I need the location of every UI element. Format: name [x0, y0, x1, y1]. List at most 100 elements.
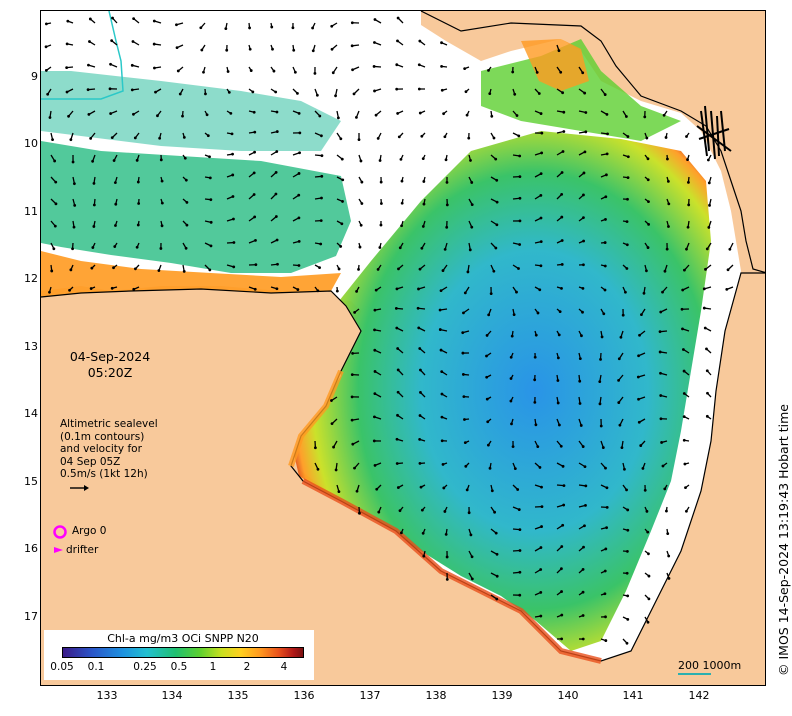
velocity-arrow-head: [66, 19, 70, 23]
velocity-arrow-head: [274, 215, 278, 218]
arafura-coastal-high: [41, 251, 341, 297]
velocity-arrow-head: [560, 613, 564, 617]
timestamp-time: 05:20Z: [87, 365, 133, 380]
velocity-arrow-head: [54, 180, 58, 184]
velocity-arrow-head: [468, 248, 472, 252]
velocity-arrow-head: [395, 63, 399, 67]
velocity-arrow-head: [318, 114, 322, 118]
velocity-arrow-head: [44, 69, 48, 72]
velocity-arrow-head: [624, 115, 628, 118]
velocity-arrow-head: [559, 444, 563, 448]
velocity-arrow-head: [494, 246, 498, 250]
velocity-arrow-head: [378, 246, 382, 249]
velocity-arrow-head: [200, 48, 204, 52]
velocity-arrow-head: [422, 202, 426, 206]
velocity-arrow-head: [623, 467, 626, 471]
velocity-arrow-head: [579, 424, 583, 427]
velocity-arrow-head: [48, 290, 51, 294]
velocity-arrow-head: [205, 113, 209, 117]
velocity-arrow-head: [562, 503, 566, 507]
velocity-arrow-head: [495, 200, 499, 204]
y-tick-label: 13: [24, 340, 38, 353]
velocity-arrow-head: [584, 130, 588, 134]
velocity-arrow-head: [562, 110, 566, 114]
velocity-arrow-head: [360, 180, 364, 184]
velocity-arrow-head: [536, 311, 540, 315]
velocity-arrow-head: [445, 203, 449, 207]
velocity-arrow-head: [339, 137, 343, 141]
velocity-arrow-head: [618, 423, 622, 427]
velocity-arrow-head: [418, 462, 422, 465]
velocity-arrow-head: [224, 27, 228, 31]
velocity-arrow-head: [702, 287, 706, 291]
velocity-arrow-head: [160, 224, 164, 228]
velocity-arrow-head: [686, 158, 689, 162]
velocity-arrow-head: [518, 154, 522, 158]
colorbar: [62, 647, 304, 658]
velocity-arrow-head: [625, 571, 629, 575]
velocity-arrow-head: [418, 39, 422, 43]
velocity-arrow-head: [539, 240, 543, 244]
velocity-arrow-head: [417, 63, 421, 67]
velocity-arrow-head: [518, 175, 522, 179]
velocity-arrow-head: [68, 288, 71, 292]
velocity-arrow-head: [726, 268, 730, 272]
velocity-arrow-head: [725, 287, 729, 291]
velocity-arrow-head: [518, 528, 522, 532]
velocity-arrow-head: [617, 357, 621, 361]
velocity-arrow-head: [355, 489, 359, 493]
velocity-arrow-head: [646, 530, 650, 534]
coastline-north: [420, 11, 765, 274]
velocity-arrow-head: [373, 89, 376, 93]
velocity-arrow-head: [271, 47, 274, 51]
velocity-arrow-head: [337, 267, 341, 271]
velocity-arrow-head: [418, 437, 422, 441]
velocity-arrow-head: [637, 397, 640, 401]
velocity-arrow-head: [470, 577, 474, 581]
velocity-arrow-head: [51, 138, 54, 142]
velocity-arrow-head: [561, 523, 565, 527]
velocity-arrow-head: [582, 216, 585, 220]
velocity-arrow-head: [298, 131, 302, 135]
velocity-arrow-head: [418, 414, 422, 417]
velocity-arrow-head: [439, 348, 443, 352]
velocity-arrow-head: [419, 485, 423, 489]
velocity-arrow-head: [418, 111, 422, 115]
velocity-arrow-head: [518, 243, 522, 246]
velocity-arrow-head: [185, 200, 189, 204]
velocity-arrow-head: [581, 567, 585, 571]
velocity-arrow-head: [352, 92, 356, 96]
velocity-arrow-head: [395, 287, 399, 291]
velocity-arrow-head: [336, 116, 340, 120]
velocity-arrow-head: [132, 17, 136, 21]
velocity-arrow-head: [539, 216, 543, 220]
velocity-arrow-head: [209, 220, 213, 224]
velocity-arrow-head: [646, 620, 650, 624]
colorbar-tick: 0.1: [87, 661, 105, 673]
map-panel[interactable]: [40, 10, 766, 686]
velocity-arrow-head: [311, 26, 315, 30]
velocity-arrow-head: [373, 308, 377, 312]
velocity-arrow-head: [583, 465, 587, 469]
velocity-arrow-head: [680, 307, 684, 311]
velocity-arrow-head: [440, 88, 444, 92]
velocity-arrow-head: [617, 401, 621, 404]
velocity-arrow-head: [539, 614, 543, 618]
velocity-arrow-head: [467, 136, 471, 140]
velocity-arrow-head: [357, 138, 361, 142]
velocity-arrow-head: [705, 369, 709, 373]
velocity-arrow-head: [485, 397, 489, 401]
velocity-arrow-head: [626, 176, 630, 179]
velocity-arrow-head: [626, 550, 629, 553]
velocity-arrow-head: [292, 48, 296, 52]
velocity-arrow-head: [556, 401, 560, 405]
velocity-arrow-head: [332, 445, 335, 449]
velocity-arrow-head: [334, 94, 337, 98]
velocity-arrow-head: [275, 110, 279, 114]
velocity-arrow-head: [395, 87, 399, 91]
y-tick-label: 9: [31, 70, 38, 83]
velocity-arrow-head: [375, 487, 379, 491]
velocity-arrow-head: [73, 203, 77, 207]
velocity-arrow-head: [493, 510, 496, 514]
velocity-arrow-head: [539, 264, 543, 268]
